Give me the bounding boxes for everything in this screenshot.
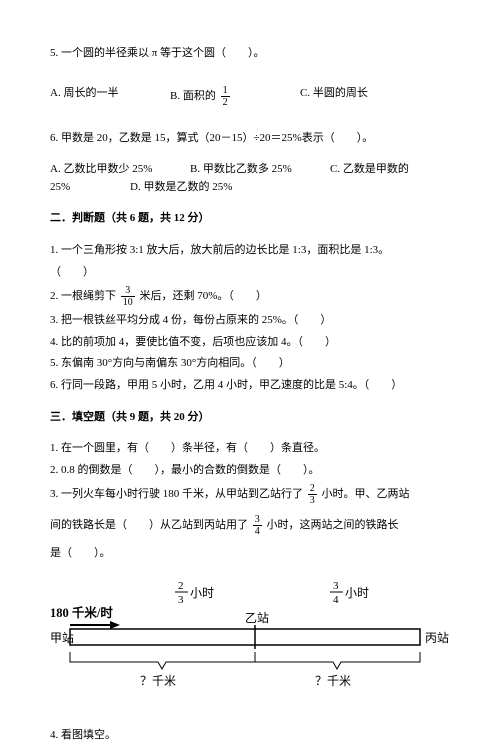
question-5-stem: 5. 一个圆的半径乘以 π 等于这个圆（ ）。 <box>50 45 450 63</box>
s2-q2-post: 米后，还剩 70%。（ ） <box>140 290 267 302</box>
diag-station-b-label: 乙站 <box>245 611 269 625</box>
q6-opt-c: C. 乙数是甲数的 <box>330 161 409 179</box>
diag-qkm-right: ？千米 <box>315 674 351 688</box>
s3-q4: 4. 看图填空。 <box>50 727 450 745</box>
question-5-options: A. 周长的一半 B. 面积的 1 2 C. 半圆的周长 <box>50 85 450 108</box>
s3-q3b-pre: 间的铁路长是（ ）从乙站到丙站用了 <box>50 519 248 531</box>
section-2-title: 二．判断题（共 6 题，共 12 分） <box>50 210 450 228</box>
q5-opt-a: A. 周长的一半 <box>50 85 170 108</box>
q6-opt-a: A. 乙数比甲数少 25% <box>50 161 190 179</box>
q6-opt-d: D. 甲数是乙数的 25% <box>130 179 232 197</box>
s3-q3-line1: 3. 一列火车每小时行驶 180 千米，从甲站到乙站行了 2 3 小时。甲、乙两… <box>50 483 450 506</box>
diag-station-a: 甲站 <box>50 631 74 645</box>
s3-q3b-post: 小时，这两站之间的铁路长 <box>267 519 399 531</box>
diag-arrow-head <box>110 621 120 629</box>
diag-t1-unit: 小时 <box>190 586 214 600</box>
frac-num: 2 <box>308 483 317 495</box>
q6-opt-c-tail: 25% <box>50 179 130 197</box>
s3-q3-post: 小时。甲、乙两站 <box>322 488 410 500</box>
frac-den: 4 <box>253 526 262 537</box>
diag-t2-unit: 小时 <box>345 586 369 600</box>
fraction-3-10: 3 10 <box>121 285 135 308</box>
s2-q4: 4. 比的前项加 4，要使比值不变，后项也应该加 4。（ ） <box>50 334 450 352</box>
frac-den: 2 <box>221 97 230 108</box>
diag-bar <box>70 629 420 645</box>
diag-brace-left <box>70 652 255 669</box>
train-diagram: 2 3 小时 3 4 小时 180 千米/时 乙站 甲站 丙站 ？千米 ？千米 <box>50 577 450 707</box>
diagram-svg: 2 3 小时 3 4 小时 180 千米/时 乙站 甲站 丙站 ？千米 ？千米 <box>50 577 450 707</box>
s3-q3-line3: 是（ ）。 <box>50 545 450 563</box>
s2-q1-blank: （ ） <box>50 264 450 282</box>
q5-opt-b: B. 面积的 1 2 <box>170 85 300 108</box>
s3-q1: 1. 在一个圆里，有（ ）条半径，有（ ）条直径。 <box>50 440 450 458</box>
question-6-stem: 6. 甲数是 20，乙数是 15，算式（20－15）÷20＝25%表示（ ）。 <box>50 130 450 148</box>
s3-q3-line2: 间的铁路长是（ ）从乙站到丙站用了 3 4 小时，这两站之间的铁路长 <box>50 514 450 537</box>
s3-q2: 2. 0.8 的倒数是（ ），最小的合数的倒数是（ ）。 <box>50 462 450 480</box>
s2-q1: 1. 一个三角形按 3:1 放大后，放大前后的边长比是 1:3，面积比是 1:3… <box>50 242 450 260</box>
fraction-1-2: 1 2 <box>221 85 230 108</box>
diag-t2-den: 4 <box>333 594 339 606</box>
s2-q3: 3. 把一根铁丝平均分成 4 份，每份占原来的 25%。（ ） <box>50 312 450 330</box>
diag-station-c: 丙站 <box>425 631 449 645</box>
diag-t1-num: 2 <box>178 580 184 592</box>
diag-t2-num: 3 <box>333 580 339 592</box>
frac-den: 3 <box>308 495 317 506</box>
frac-num: 3 <box>121 285 135 297</box>
diag-brace-right <box>255 652 420 669</box>
frac-num: 3 <box>253 514 262 526</box>
diag-qkm-left: ？千米 <box>140 674 176 688</box>
s3-q3-pre: 3. 一列火车每小时行驶 180 千米，从甲站到乙站行了 <box>50 488 303 500</box>
diag-t1-den: 3 <box>178 594 184 606</box>
fraction-3-4: 3 4 <box>253 514 262 537</box>
s2-q5: 5. 东偏南 30°方向与南偏东 30°方向相同。（ ） <box>50 355 450 373</box>
question-6-options-row2: 25% D. 甲数是乙数的 25% <box>50 179 450 197</box>
section-3-title: 三．填空题（共 9 题，共 20 分） <box>50 409 450 427</box>
s2-q2-pre: 2. 一根绳剪下 <box>50 290 116 302</box>
s2-q6: 6. 行同一段路，甲用 5 小时，乙用 4 小时，甲乙速度的比是 5:4。（ ） <box>50 377 450 395</box>
q5-opt-b-text: B. 面积的 <box>170 90 216 102</box>
q5-opt-c: C. 半圆的周长 <box>300 85 368 108</box>
frac-num: 1 <box>221 85 230 97</box>
frac-den: 10 <box>121 297 135 308</box>
q6-opt-b: B. 甲数比乙数多 25% <box>190 161 330 179</box>
diag-speed: 180 千米/时 <box>50 605 113 620</box>
fraction-2-3: 2 3 <box>308 483 317 506</box>
question-6-options-row1: A. 乙数比甲数少 25% B. 甲数比乙数多 25% C. 乙数是甲数的 <box>50 161 450 179</box>
s2-q2: 2. 一根绳剪下 3 10 米后，还剩 70%。（ ） <box>50 285 450 308</box>
